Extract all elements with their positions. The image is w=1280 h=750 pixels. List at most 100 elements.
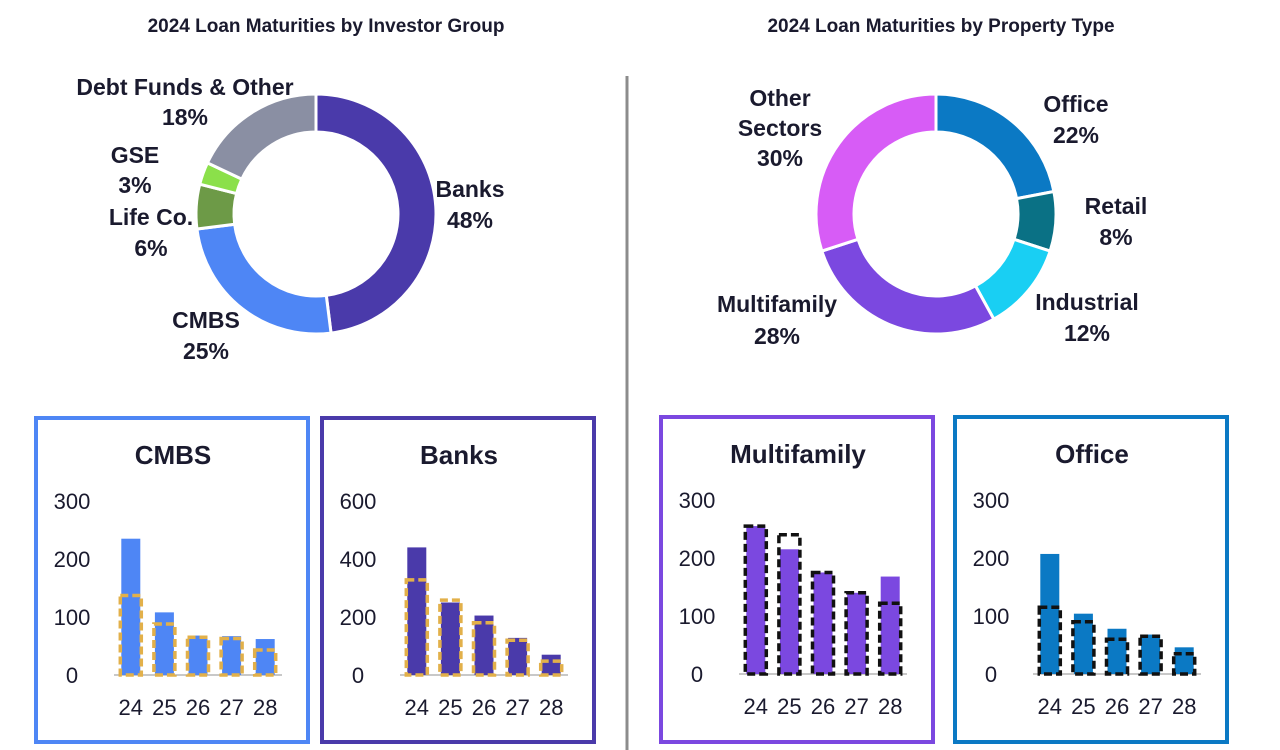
x-tick-label: 25	[1071, 694, 1095, 719]
slice-label: Debt Funds & Other	[76, 74, 293, 100]
slice-value-label: 8%	[1099, 224, 1132, 250]
y-tick-label: 300	[973, 488, 1010, 513]
bar-24	[746, 526, 766, 674]
slice-label: Office	[1043, 91, 1108, 117]
bar-28	[255, 639, 275, 675]
x-tick-label: 24	[405, 695, 429, 720]
y-tick-label: 200	[973, 546, 1010, 571]
y-tick-label: 400	[340, 547, 377, 572]
bar-26	[1107, 628, 1127, 674]
y-tick-label: 300	[54, 489, 91, 514]
slice-value-label: 22%	[1053, 122, 1099, 148]
x-tick-label: 25	[777, 694, 801, 719]
x-tick-label: 27	[844, 694, 868, 719]
x-tick-label: 28	[539, 695, 563, 720]
donut-slice-office	[934, 92, 1056, 201]
y-tick-label: 600	[340, 489, 377, 514]
dashed-bar-26	[471, 621, 497, 677]
bar-26	[188, 635, 208, 675]
panel-frame	[320, 416, 596, 744]
bar-26	[813, 572, 833, 674]
dashed-bar-25	[777, 533, 802, 676]
y-tick-label: 200	[679, 546, 716, 571]
bar-27	[1141, 634, 1161, 674]
x-tick-label: 26	[811, 694, 835, 719]
bar-28	[1174, 647, 1194, 674]
slice-label: Industrial	[1035, 289, 1139, 315]
donut-chart-property-type: 2024 Loan Maturities by Property Type Off…	[717, 16, 1147, 349]
x-tick-label: 27	[219, 695, 243, 720]
panel-frame	[659, 415, 935, 744]
bar-26	[474, 615, 494, 675]
x-tick-label: 28	[1172, 694, 1196, 719]
donut-slice-debt-funds-other	[205, 92, 318, 182]
slice-value-label: 6%	[134, 235, 167, 261]
x-tick-label: 24	[119, 695, 143, 720]
donut-slice-banks	[314, 92, 438, 335]
dashed-bar-28	[877, 601, 903, 676]
slice-value-label: 30%	[757, 145, 803, 171]
dashed-bar-26	[1104, 637, 1130, 676]
slice-label: CMBS	[172, 307, 240, 333]
dashed-bar-28	[538, 659, 564, 677]
y-tick-label: 0	[985, 662, 997, 687]
slice-label: Multifamily	[717, 291, 837, 317]
dashed-bar-24	[118, 593, 144, 677]
bar-24	[1040, 553, 1060, 674]
dashed-bar-26	[185, 635, 211, 677]
slice-label: GSE	[111, 142, 160, 168]
bar-28	[880, 576, 900, 674]
panel-title: Multifamily	[730, 439, 866, 469]
x-tick-label: 28	[253, 695, 277, 720]
bar-25	[1073, 613, 1093, 674]
x-tick-label: 24	[744, 694, 768, 719]
slice-label: Banks	[435, 176, 504, 202]
x-tick-label: 25	[438, 695, 462, 720]
y-tick-label: 0	[66, 663, 78, 688]
slice-label-part: Other	[749, 85, 810, 111]
donut-slice-other-sectors	[814, 92, 938, 253]
panel-title: Banks	[420, 440, 498, 470]
donut-chart-investor-group: 2024 Loan Maturities by Investor Group Ba…	[76, 16, 504, 364]
y-tick-label: 200	[340, 605, 377, 630]
x-tick-label: 27	[1138, 694, 1162, 719]
y-tick-label: 100	[679, 604, 716, 629]
dashed-bar-28	[252, 648, 278, 677]
dashed-bar-27	[219, 636, 244, 677]
donut-slice-multifamily	[819, 237, 996, 336]
slice-value-label: 48%	[447, 207, 493, 233]
y-tick-label: 200	[54, 547, 91, 572]
dashed-bar-27	[1138, 634, 1163, 676]
dashed-bar-28	[1171, 651, 1197, 676]
slice-label-part: Sectors	[738, 115, 822, 141]
slice-label: Life Co.	[109, 204, 193, 230]
bar-25	[779, 549, 799, 674]
x-tick-label: 26	[1105, 694, 1129, 719]
x-tick-label: 24	[1038, 694, 1062, 719]
slice-value-label: 3%	[118, 172, 151, 198]
chart-title: 2024 Loan Maturities by Investor Group	[148, 16, 505, 37]
bar-panel-multifamily: Multifamily 0 100 200 300 24 25 26 27 28	[659, 415, 935, 744]
dashed-bar-27	[844, 591, 869, 676]
slice-value-label: 12%	[1064, 320, 1110, 346]
slice-label: Retail	[1085, 193, 1148, 219]
panel-title: Office	[1055, 439, 1129, 469]
y-tick-label: 100	[54, 605, 91, 630]
bar-24	[121, 538, 141, 675]
bar-25	[154, 612, 174, 675]
slice-value-label: 25%	[183, 338, 229, 364]
chart-title: 2024 Loan Maturities by Property Type	[767, 16, 1114, 37]
dashed-bar-27	[505, 638, 530, 677]
y-tick-label: 100	[973, 604, 1010, 629]
dashed-bar-24	[404, 578, 430, 677]
slice-value-label: 18%	[162, 104, 208, 130]
y-tick-label: 300	[679, 488, 716, 513]
bar-panel-office: Office 0 100 200 300 24 25 26 27 28	[953, 415, 1229, 744]
bar-panel-cmbs: CMBS 0 100 200 300 24 25 26 27 28	[34, 416, 310, 744]
dashed-bar-25	[1071, 620, 1096, 676]
y-tick-label: 0	[352, 663, 364, 688]
slice-value-label: 28%	[754, 323, 800, 349]
x-tick-label: 28	[878, 694, 902, 719]
bar-27	[222, 636, 242, 675]
